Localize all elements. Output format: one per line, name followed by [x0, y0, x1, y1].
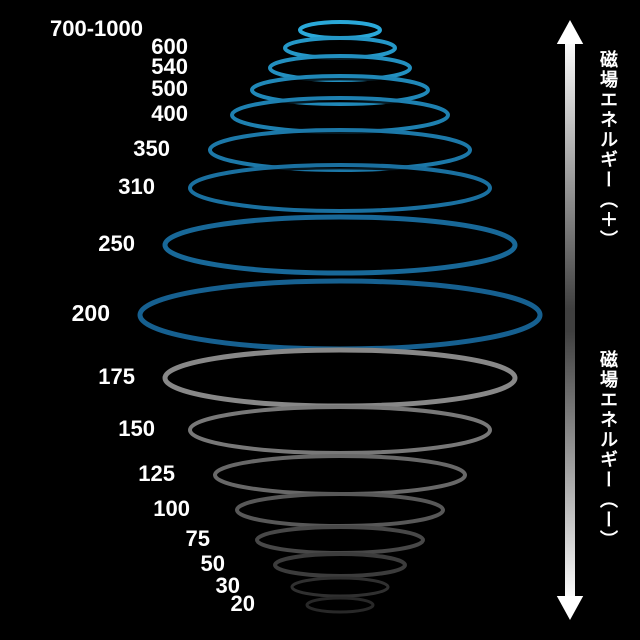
ring-label-4: 400: [68, 101, 188, 127]
axis-label-upper: 磁場エネルギー（＋）: [595, 50, 621, 250]
ring-label-16: 20: [135, 591, 255, 617]
ring-label-8: 200: [0, 300, 110, 327]
ring-8: [140, 281, 540, 349]
ring-label-9: 175: [15, 364, 135, 390]
ring-10: [190, 407, 490, 453]
ring-12: [237, 494, 443, 526]
energy-arrow: [557, 20, 583, 620]
ring-label-10: 150: [35, 416, 155, 442]
axis-label-lower: 磁場エネルギー（ー）: [595, 350, 621, 550]
ring-label-6: 310: [35, 174, 155, 200]
ring-9: [165, 350, 515, 406]
ring-label-5: 350: [50, 136, 170, 162]
ring-label-11: 125: [55, 461, 175, 487]
ring-label-3: 500: [68, 76, 188, 102]
ring-label-13: 75: [90, 526, 210, 552]
ring-label-12: 100: [70, 496, 190, 522]
ring-label-7: 250: [15, 231, 135, 257]
ring-7: [165, 217, 515, 273]
ring-11: [215, 456, 465, 494]
